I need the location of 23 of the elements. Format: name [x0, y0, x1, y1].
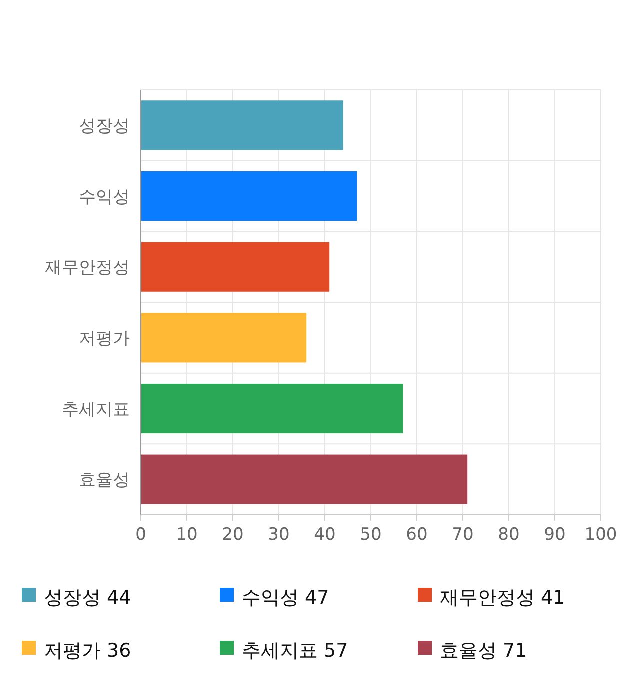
x-tick-label: 40 [314, 525, 336, 545]
x-tick-label: 100 [584, 525, 618, 545]
y-tick-label: 저평가 [79, 328, 130, 349]
x-tick-label: 30 [268, 525, 290, 545]
y-tick-label: 재무안정성 [45, 258, 130, 278]
legend-label: 수익성 47 [242, 587, 330, 609]
y-tick-label: 추세지표 [62, 400, 130, 420]
legend-label: 효율성 71 [440, 640, 528, 662]
x-tick-label: 20 [222, 525, 244, 545]
x-tick-label: 80 [498, 525, 520, 545]
legend-label: 성장성 44 [44, 587, 132, 609]
legend-label: 저평가 36 [44, 640, 132, 662]
y-tick-label: 효율성 [79, 470, 130, 491]
x-tick-label: 50 [360, 525, 382, 545]
x-tick-label: 60 [406, 525, 428, 545]
x-tick-label: 0 [136, 525, 146, 545]
x-tick-label: 90 [544, 525, 566, 545]
x-tick-label: 70 [452, 525, 474, 545]
legend-label: 재무안정성 41 [440, 587, 566, 609]
y-tick-label: 수익성 [79, 187, 130, 208]
y-tick-label: 성장성 [79, 116, 130, 136]
legend-label: 추세지표 57 [242, 640, 348, 662]
x-tick-label: 10 [176, 525, 198, 545]
